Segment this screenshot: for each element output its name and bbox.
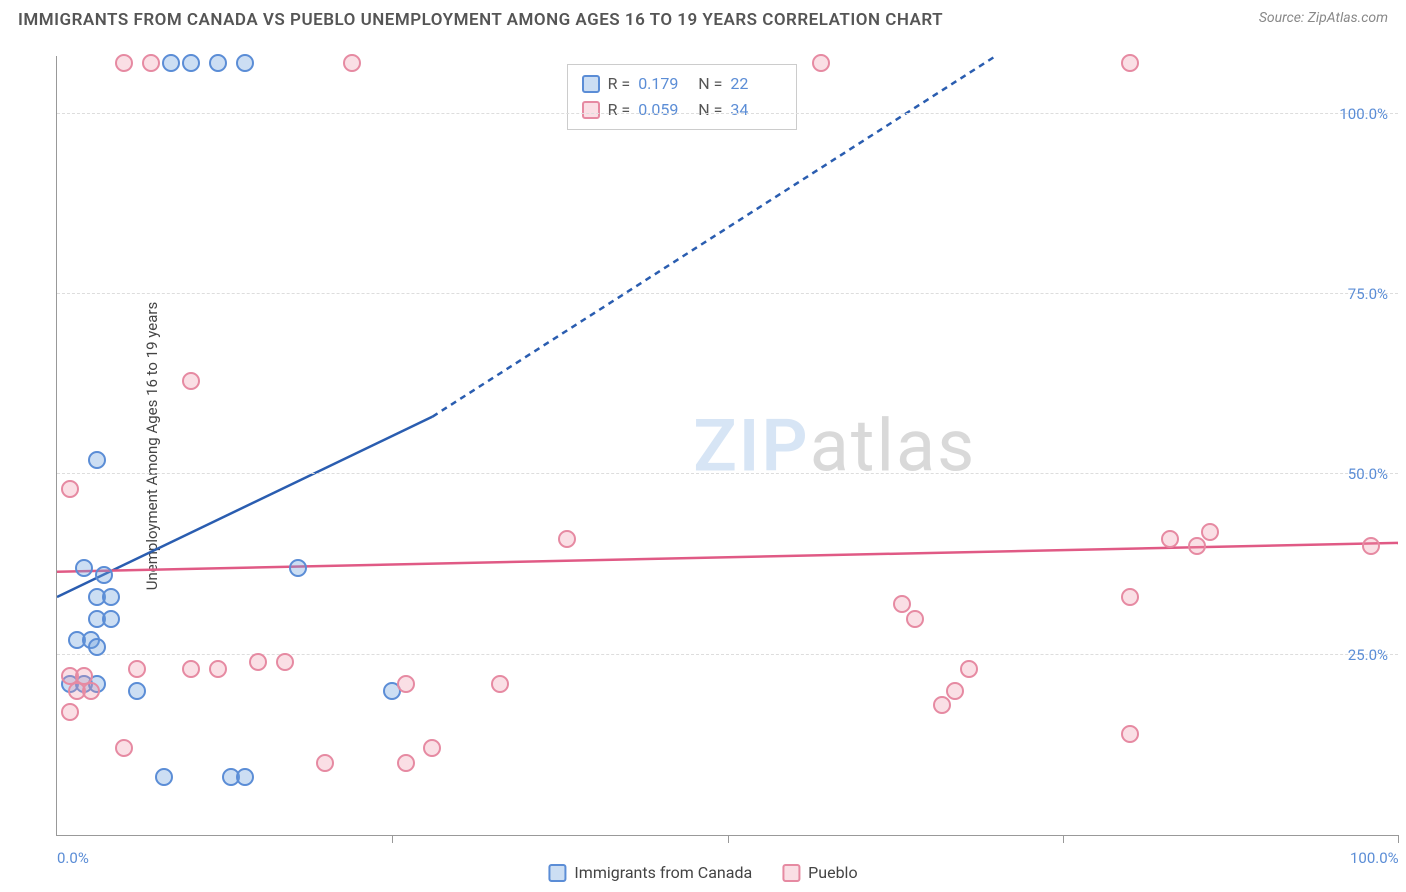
legend-n-label: N = [698,74,722,93]
legend-r-label: R = [608,74,631,93]
data-point-blue [155,768,173,786]
legend-item: Immigrants from Canada [548,863,752,882]
watermark-part2: atlas [810,403,977,488]
legend-r-value: 0.179 [638,74,690,93]
data-point-blue [88,451,106,469]
grid-line [57,473,1398,474]
data-point-pink [1121,588,1139,606]
legend-swatch [782,864,800,882]
legend-swatch [582,101,600,119]
legend-n-value: 22 [730,74,782,93]
legend-bottom: Immigrants from Canada Pueblo [548,863,857,882]
data-point-pink [906,610,924,628]
data-point-blue [182,54,200,72]
watermark: ZIPatlas [693,403,976,488]
data-point-blue [102,610,120,628]
data-point-pink [933,696,951,714]
grid-line [57,113,1398,114]
data-point-pink [115,739,133,757]
data-point-pink [1161,530,1179,548]
data-point-blue [289,559,307,577]
data-point-pink [812,54,830,72]
data-point-pink [960,660,978,678]
data-point-blue [128,682,146,700]
trend-line [57,417,432,597]
data-point-pink [1188,537,1206,555]
legend-n-value: 34 [730,100,782,119]
legend-swatch [548,864,566,882]
data-point-pink [115,54,133,72]
data-point-pink [1201,523,1219,541]
legend-swatch [582,75,600,93]
y-tick-label: 25.0% [1348,646,1388,664]
data-point-pink [276,653,294,671]
scatter-plot-area: ZIPatlas R = 0.179 N = 22 R = 0.059 N = 34 25.0… [56,56,1398,836]
data-point-pink [128,660,146,678]
data-point-pink [1362,537,1380,555]
data-point-pink [61,703,79,721]
data-point-pink [316,754,334,772]
legend-label: Pueblo [808,863,857,882]
legend-row: R = 0.059 N = 34 [582,97,783,123]
data-point-blue [88,638,106,656]
x-tick-label: 0.0% [57,849,89,867]
trend-lines-layer [57,56,1398,835]
x-tick [1063,835,1064,843]
chart-title: IMMIGRANTS FROM CANADA VS PUEBLO UNEMPLO… [18,10,943,30]
data-point-pink [1121,725,1139,743]
y-tick-label: 100.0% [1339,105,1388,123]
grid-line [57,293,1398,294]
y-tick-label: 50.0% [1348,465,1388,483]
data-point-pink [182,660,200,678]
x-tick [1398,835,1399,843]
data-point-pink [343,54,361,72]
y-tick-label: 75.0% [1348,285,1388,303]
legend-r-label: R = [608,100,631,119]
data-point-pink [397,754,415,772]
legend-n-label: N = [698,100,722,119]
data-point-pink [423,739,441,757]
data-point-pink [491,675,509,693]
data-point-pink [61,480,79,498]
data-point-pink [209,660,227,678]
data-point-pink [397,675,415,693]
data-point-blue [102,588,120,606]
data-point-blue [236,54,254,72]
data-point-blue [162,54,180,72]
x-tick-label: 100.0% [1350,849,1399,867]
data-point-pink [946,682,964,700]
data-point-blue [236,768,254,786]
legend-correlation-box: R = 0.179 N = 22 R = 0.059 N = 34 [567,64,798,130]
data-point-pink [142,54,160,72]
source-attribution: Source: ZipAtlas.com [1259,10,1388,26]
x-tick [392,835,393,843]
data-point-blue [209,54,227,72]
legend-item: Pueblo [782,863,857,882]
data-point-pink [558,530,576,548]
x-tick [728,835,729,843]
legend-row: R = 0.179 N = 22 [582,71,783,97]
data-point-blue [95,566,113,584]
data-point-pink [249,653,267,671]
data-point-blue [75,559,93,577]
title-bar: IMMIGRANTS FROM CANADA VS PUEBLO UNEMPLO… [0,0,1406,48]
data-point-pink [1121,54,1139,72]
data-point-pink [82,682,100,700]
legend-label: Immigrants from Canada [574,863,752,882]
legend-r-value: 0.059 [638,100,690,119]
watermark-part1: ZIP [693,403,809,488]
data-point-pink [893,595,911,613]
data-point-pink [182,372,200,390]
